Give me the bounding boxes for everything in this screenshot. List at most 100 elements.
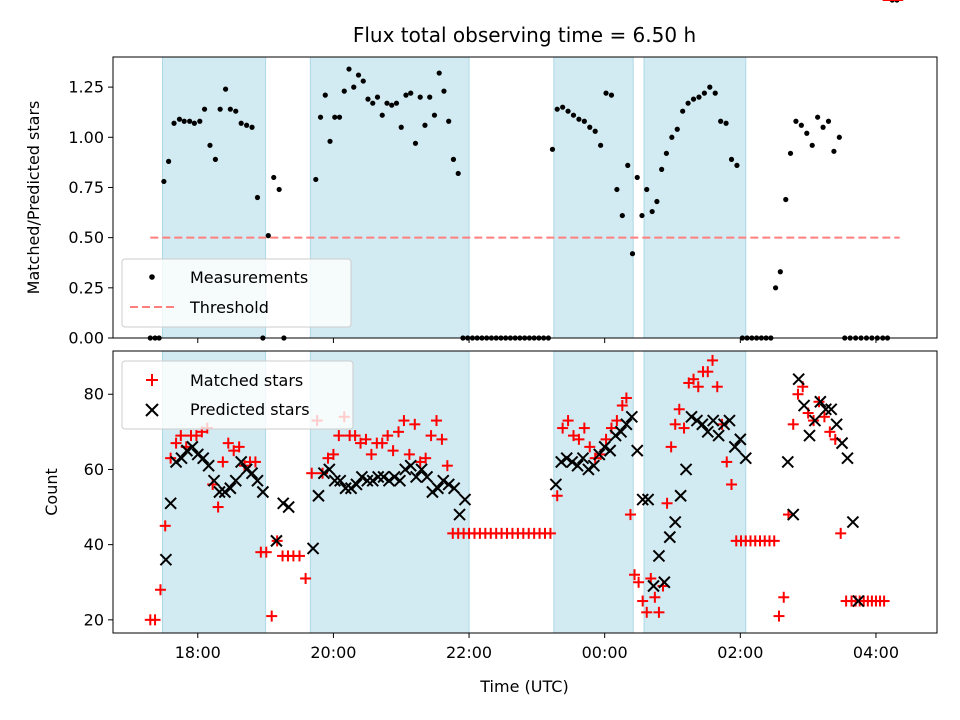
measurement-point (723, 120, 729, 126)
measurement-point (336, 114, 343, 120)
top-panel: 0.00 0.25 0.50 0.75 1.00 1.25 Matched/Predict… (24, 0, 938, 348)
predicted-star-point (582, 463, 595, 476)
predicted-star-point (323, 463, 336, 476)
measurement-point (576, 116, 582, 122)
measurement-point (581, 118, 587, 124)
matched-star-point (249, 456, 261, 468)
measurement-point (249, 124, 255, 130)
xtick-label: 18:00 (175, 643, 221, 662)
predicted-star-point (565, 455, 579, 469)
matched-star-point (835, 527, 847, 539)
matched-star-point (327, 448, 339, 460)
matched-star-point (721, 456, 733, 468)
predicted-star-point (808, 414, 822, 427)
measurement-point (734, 162, 740, 168)
top-ytick-label: 0.50 (68, 228, 104, 247)
predicted-star-point (609, 429, 622, 442)
legend-predicted-marker (145, 403, 159, 417)
matched-star-point (175, 430, 187, 442)
measurement-point (244, 122, 250, 128)
predicted-star-point (739, 451, 752, 465)
matched-star-point (637, 595, 649, 607)
predicted-star-point (835, 436, 849, 450)
predicted-star-point (447, 482, 461, 495)
measurement-point (825, 118, 832, 124)
predicted-star-point (207, 474, 221, 487)
measurement-point (393, 100, 400, 106)
measurement-point (565, 108, 571, 114)
measurement-point (166, 158, 172, 164)
predicted-star-point (712, 429, 725, 442)
predicted-star-point (399, 463, 412, 476)
predicted-star-point (251, 474, 264, 487)
matched-star-point (294, 550, 306, 562)
predicted-star-point (814, 395, 827, 408)
measurement-point (654, 198, 660, 205)
predicted-star-point (647, 579, 660, 593)
matched-star-point (673, 403, 685, 415)
predicted-star-point (393, 474, 407, 487)
predicted-star-point (631, 444, 644, 457)
bottom-y-axis-label: Count (42, 468, 61, 516)
legend-measurements-label: Measurements (190, 268, 308, 287)
measurement-point (187, 118, 193, 124)
measurement-point (718, 118, 724, 124)
predicted-star-point (685, 410, 698, 424)
predicted-star-point (277, 497, 290, 510)
predicted-star-point (317, 466, 331, 480)
predicted-star-point (830, 418, 843, 431)
matched-star-point (641, 606, 653, 618)
matched-star-point (154, 584, 166, 596)
top-ytick-label: 0.25 (68, 278, 104, 297)
legend-threshold-label: Threshold (189, 298, 269, 317)
measurement-point (554, 106, 560, 112)
measurement-point (663, 150, 670, 156)
predicted-star-point (175, 451, 188, 465)
xtick-label: 04:00 (853, 643, 899, 662)
measurement-point (831, 148, 837, 154)
matched-star-point (260, 546, 272, 558)
measurement-point (207, 142, 213, 148)
predicted-star-point (282, 500, 295, 514)
matched-star-point (611, 415, 623, 427)
matched-star-point (616, 400, 628, 412)
measurement-point (227, 106, 233, 112)
predicted-star-point (593, 448, 606, 461)
measurement-point (450, 156, 457, 162)
measurement-point (427, 94, 433, 100)
predicted-star-point (555, 455, 568, 469)
predicted-star-point (701, 425, 714, 439)
legend-predicted-label: Predicted stars (190, 400, 310, 419)
measurement-point (674, 126, 680, 132)
legend-matched-label: Matched stars (190, 371, 303, 390)
matched-star-point (551, 490, 563, 502)
predicted-star-point (169, 455, 183, 469)
predicted-star-point (350, 478, 363, 491)
matched-star-point (633, 576, 645, 588)
bottom-legend-box (121, 360, 354, 430)
matched-star-point (726, 478, 738, 490)
measurement-point (412, 140, 419, 146)
top-ytick-label: 1.25 (68, 78, 104, 97)
predicted-star-point (690, 414, 704, 427)
predicted-star-point (186, 440, 199, 454)
predicted-star-point (797, 399, 811, 412)
measurement-point (181, 118, 187, 124)
predicted-star-point (270, 534, 283, 548)
measurement-point (341, 88, 347, 94)
matched-star-point (778, 591, 790, 603)
measurement-point (549, 146, 556, 152)
predicted-star-point (328, 474, 341, 487)
predicted-star-point (728, 440, 742, 454)
measurement-point (625, 162, 631, 168)
predicted-star-point (674, 489, 687, 502)
matched-star-point (578, 422, 590, 434)
measurement-point (191, 120, 197, 126)
matched-star-point (573, 433, 585, 445)
predicted-star-point (458, 493, 472, 506)
bottom-ytick-label: 20 (84, 610, 104, 629)
measurement-point (441, 88, 447, 94)
measurement-point (370, 100, 376, 106)
measurement-point (793, 118, 799, 124)
